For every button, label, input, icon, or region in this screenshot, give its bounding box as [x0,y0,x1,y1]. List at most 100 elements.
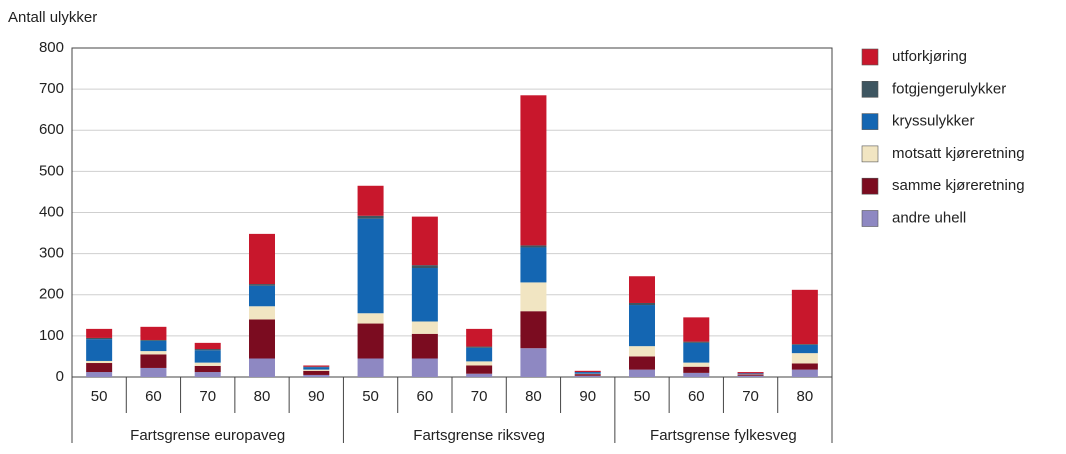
bar-segment [86,372,113,377]
bar-segment [140,326,167,340]
bar-segment [737,372,764,374]
group-label: Fartsgrense fylkesveg [650,427,797,444]
bar-segment [466,347,493,362]
bar-segment [249,285,275,307]
x-tick-label: 90 [308,388,325,405]
bar-segment [357,215,384,219]
y-tick-label: 600 [39,121,64,138]
bar-segment [411,321,438,334]
bar-segment [411,216,438,266]
bar-segment [140,367,167,377]
bar-segment [791,363,818,370]
bar-segment [791,289,818,345]
bar-segment [86,337,113,340]
bar-segment [683,362,710,367]
bar-segment [86,328,113,338]
bar-segment [194,372,221,377]
bar-segment [683,372,710,377]
bar-segment [791,353,818,364]
bar-segment [520,311,547,349]
bar-segment [303,365,330,367]
x-tick-label: 80 [254,388,271,405]
bar-segment [574,375,601,377]
x-tick-label: 60 [145,388,162,405]
bar-segment [411,333,438,359]
legend-swatch [861,48,879,66]
bar-segment [737,373,764,375]
bar-segment [411,265,438,269]
x-tick-label: 70 [742,388,759,405]
x-tick-label: 70 [199,388,216,405]
bar-segment [466,361,493,366]
group-label: Fartsgrense europaveg [130,427,285,444]
x-tick-label: 50 [91,388,108,405]
bar-segment [574,372,601,374]
y-tick-label: 400 [39,203,64,220]
bar-segment [629,302,655,306]
bar-segment [140,354,167,368]
y-tick-label: 800 [39,39,64,56]
bar-segment [86,360,113,364]
y-tick-label: 300 [39,245,64,262]
bar-segment [683,366,710,373]
bar-segment [194,349,221,351]
x-tick-label: 90 [579,388,596,405]
bar-segment [683,341,710,343]
bar-segment [466,365,493,374]
bar-segment [520,245,547,248]
bar-segment [357,185,384,216]
bar-segment [140,340,167,352]
bar-segment [303,367,330,370]
y-tick-label: 200 [39,286,64,303]
legend-swatch [861,177,879,195]
legend-label: kryssulykker [892,113,975,130]
legend-swatch [861,210,879,227]
bar-segment [194,362,221,366]
y-tick-label: 100 [39,327,64,344]
x-tick-label: 80 [525,388,542,405]
x-tick-label: 50 [362,388,379,405]
bar-segment [357,218,384,314]
bar-segment [357,323,384,359]
bar-segment [194,350,221,363]
bar-segment [791,344,818,345]
legend-label: utforkjøring [892,48,967,65]
legend-swatch [861,145,879,163]
bar-segment [303,374,330,377]
bar-segment [791,369,818,377]
bar-segment [249,306,275,320]
bar-segment [520,282,547,312]
bar-segment [249,233,275,285]
bar-segment [303,370,330,375]
bar-segment [194,365,221,373]
bar-segment [629,305,655,347]
bar-segment [249,284,275,286]
bar-segment [629,346,655,357]
bar-segment [574,374,601,376]
bar-segment [86,339,113,361]
bar-segment [194,342,221,350]
bar-segment [737,374,764,376]
x-tick-label: 60 [688,388,705,405]
x-tick-label: 50 [634,388,651,405]
x-tick-label: 70 [471,388,488,405]
bar-segment [140,339,167,341]
bar-segment [520,95,547,246]
bar-segment [86,363,113,373]
bar-segment [629,356,655,370]
bar-segment [357,313,384,324]
bar-segment [466,346,493,348]
bar-segment [629,369,655,377]
legend-label: andre uhell [892,209,966,226]
bar-segment [249,319,275,359]
y-axis-label: Antall ulykker [8,9,97,26]
bar-segment [520,348,547,377]
y-tick-label: 0 [56,368,64,385]
y-tick-label: 500 [39,162,64,179]
bar-segment [683,342,710,363]
group-label: Fartsgrense riksveg [413,427,545,444]
bar-segment [737,375,764,377]
y-tick-label: 700 [39,80,64,97]
legend-label: samme kjøreretning [892,177,1025,194]
